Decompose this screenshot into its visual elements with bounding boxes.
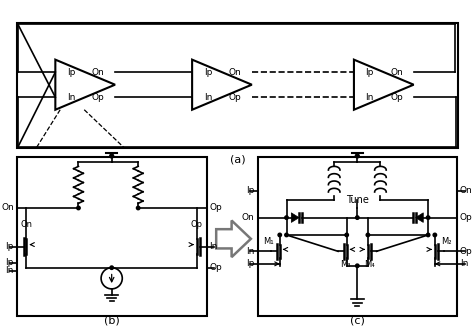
Circle shape [278, 233, 282, 237]
Circle shape [433, 233, 437, 237]
Text: Op: Op [460, 247, 473, 256]
Circle shape [77, 206, 80, 210]
Text: On: On [229, 68, 241, 77]
Text: (a): (a) [229, 155, 245, 165]
Text: M₃: M₃ [340, 260, 350, 269]
Bar [17, 157, 207, 316]
Text: Op: Op [210, 204, 222, 213]
Circle shape [285, 216, 288, 219]
Text: In: In [67, 93, 75, 102]
Text: Ip: Ip [67, 68, 75, 77]
Text: M₁: M₁ [264, 237, 274, 246]
Circle shape [356, 216, 359, 219]
Text: On: On [21, 220, 33, 229]
Text: In: In [246, 247, 255, 256]
Text: On: On [92, 68, 105, 77]
Text: Ip: Ip [6, 259, 14, 267]
Circle shape [427, 233, 430, 237]
Text: Ip: Ip [365, 68, 374, 77]
Text: Op: Op [92, 93, 105, 102]
Polygon shape [292, 213, 299, 222]
Text: Ip: Ip [6, 242, 14, 251]
Text: Op: Op [210, 263, 222, 272]
Bar [257, 157, 457, 316]
Text: M₄: M₄ [364, 260, 374, 269]
Circle shape [366, 233, 370, 237]
Text: In: In [204, 93, 212, 102]
Bar [17, 23, 458, 148]
Text: (c): (c) [350, 316, 365, 326]
Text: Op: Op [229, 93, 241, 102]
Polygon shape [416, 213, 423, 222]
Text: Op: Op [460, 213, 473, 222]
Circle shape [110, 154, 114, 158]
Text: Op: Op [191, 220, 203, 229]
Text: Ip: Ip [204, 68, 212, 77]
Text: On: On [460, 186, 473, 195]
Circle shape [285, 233, 288, 237]
Text: In: In [210, 242, 218, 251]
Circle shape [137, 206, 140, 210]
Text: On: On [391, 68, 403, 77]
Text: In: In [6, 266, 14, 275]
Circle shape [356, 154, 359, 158]
Text: Ip: Ip [246, 260, 255, 268]
Text: On: On [242, 213, 255, 222]
Circle shape [110, 266, 113, 269]
Text: In: In [365, 93, 374, 102]
Circle shape [427, 216, 430, 219]
Text: Op: Op [391, 93, 403, 102]
Text: Tune: Tune [346, 195, 369, 205]
Circle shape [356, 264, 359, 267]
Text: Ip: Ip [246, 186, 255, 195]
Circle shape [345, 233, 348, 237]
Text: On: On [1, 204, 14, 213]
Text: (b): (b) [104, 316, 119, 326]
Text: M₂: M₂ [441, 237, 451, 246]
Text: In: In [460, 260, 468, 268]
